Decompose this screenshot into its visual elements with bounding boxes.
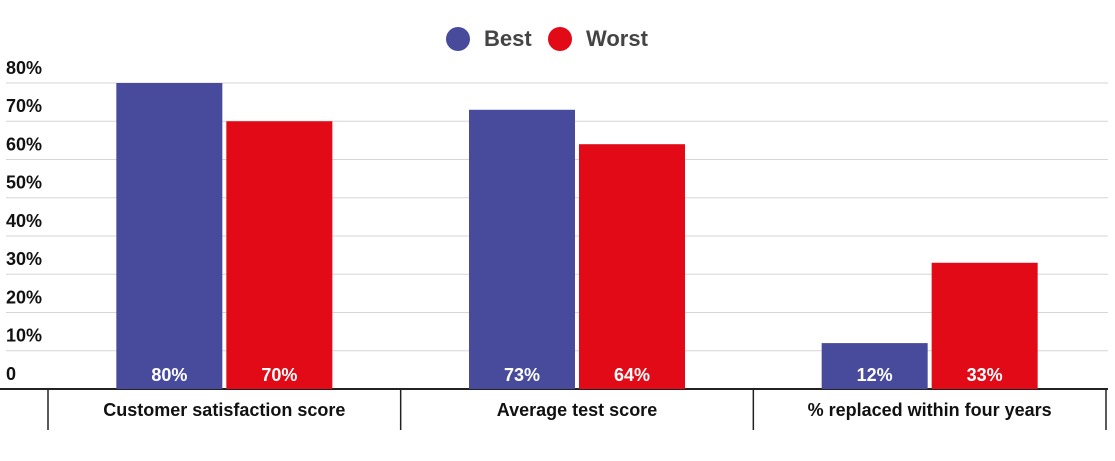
value-label: 33% (967, 365, 1003, 385)
y-tick-label: 40% (6, 211, 42, 231)
legend-label: Worst (586, 26, 649, 51)
value-label: 80% (151, 365, 187, 385)
y-tick-label: 30% (6, 249, 42, 269)
y-tick-label: 20% (6, 287, 42, 307)
y-tick-label: 0 (6, 364, 16, 384)
x-tick-label: % replaced within four years (808, 400, 1052, 420)
bar (821, 343, 928, 389)
bar (931, 262, 1038, 389)
y-tick-label: 80% (6, 58, 42, 78)
bar (469, 109, 575, 390)
bar (116, 83, 223, 389)
value-label: 64% (614, 365, 650, 385)
y-tick-label: 70% (6, 96, 42, 116)
y-tick-label: 50% (6, 173, 42, 193)
y-tick-label: 60% (6, 134, 42, 154)
value-label: 73% (504, 365, 540, 385)
y-tick-label: 10% (6, 326, 42, 346)
x-tick-label: Customer satisfaction score (103, 400, 345, 420)
bar (226, 121, 333, 389)
value-label: 12% (857, 365, 893, 385)
value-label: 70% (261, 365, 297, 385)
legend-label: Best (484, 26, 532, 51)
legend-marker (548, 27, 572, 51)
x-tick-label: Average test score (497, 400, 657, 420)
bar (579, 144, 685, 389)
legend-marker (446, 27, 470, 51)
